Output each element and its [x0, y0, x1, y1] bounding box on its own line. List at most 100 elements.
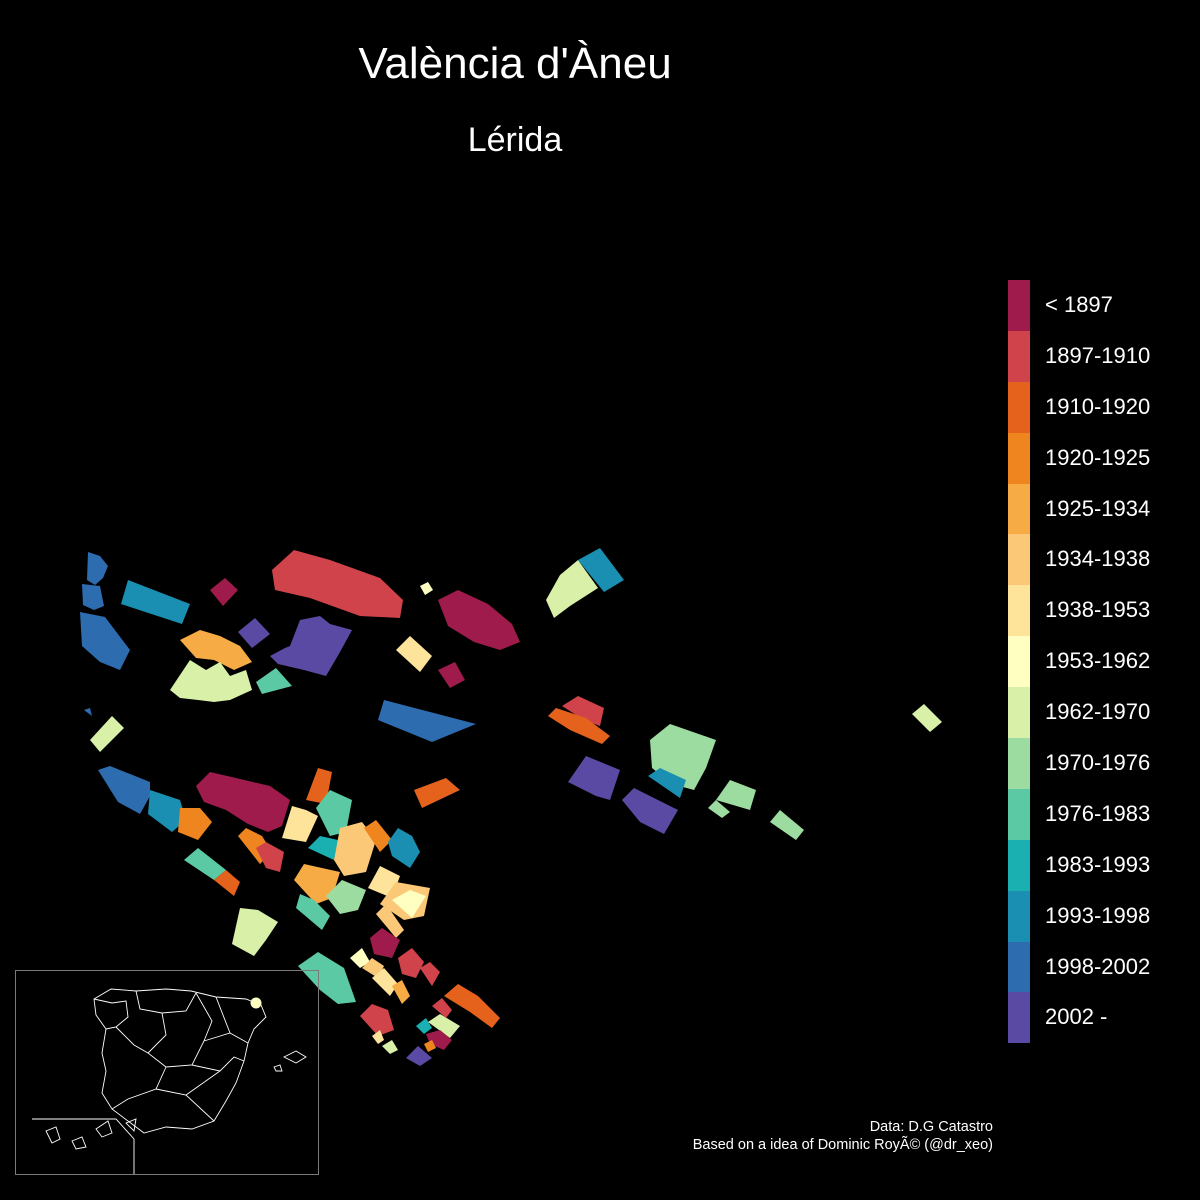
location-marker [250, 997, 262, 1009]
legend-label: 1970-1976 [1045, 750, 1151, 776]
legend-swatch [1008, 839, 1030, 891]
building-footprint [256, 668, 292, 694]
building-footprint [770, 810, 804, 840]
data-source-text: Data: D.G Catastro [869, 1119, 993, 1135]
legend-item: 1920-1925 [1008, 432, 1188, 484]
building-footprint [378, 700, 476, 742]
building-footprint [396, 636, 432, 672]
building-footprint [548, 708, 610, 744]
building-footprint [398, 948, 424, 978]
legend-item: 1976-1983 [1008, 788, 1188, 840]
building-footprint [716, 780, 756, 810]
building-footprint [438, 662, 465, 688]
building-footprint [178, 808, 212, 840]
building-footprint [708, 800, 730, 818]
legend-swatch [1008, 585, 1030, 637]
building-footprint [296, 894, 330, 930]
building-footprint [238, 618, 270, 648]
legend-swatch [1008, 890, 1030, 942]
building-footprint [98, 766, 150, 814]
building-footprint [912, 704, 942, 732]
region-outline [93, 988, 267, 1134]
building-footprint [87, 552, 108, 585]
building-footprint [306, 768, 332, 804]
legend-item: 1910-1920 [1008, 381, 1188, 433]
spain-locator-inset [15, 970, 319, 1175]
building-footprint [370, 928, 400, 958]
region-outline [203, 1032, 249, 1044]
region-outline [32, 1118, 135, 1174]
legend-label: 1934-1938 [1045, 546, 1151, 572]
building-footprint [210, 578, 238, 606]
legend-item: 1970-1976 [1008, 738, 1188, 789]
building-footprint [424, 1040, 436, 1052]
building-footprint [298, 952, 356, 1004]
building-footprint [406, 1046, 432, 1066]
building-footprint [648, 768, 686, 798]
building-footprint [256, 842, 284, 872]
map-subtitle: Lérida [467, 121, 563, 159]
region-outline [125, 1118, 137, 1132]
region-outline [111, 1066, 167, 1110]
region-outline [282, 1050, 307, 1064]
building-footprint [184, 848, 226, 880]
attribution-text: Based on a idea of Dominic RoyÃ© (@dr_xe… [692, 1137, 993, 1153]
credits: Data: D.G Catastro Based on a idea of Do… [693, 1118, 993, 1154]
legend-swatch [1008, 738, 1030, 789]
building-footprint [282, 806, 318, 842]
building-footprint [414, 778, 460, 808]
legend-swatch [1008, 432, 1030, 484]
building-footprint [121, 580, 190, 624]
legend-label: 1925-1934 [1045, 495, 1151, 521]
building-footprint [350, 948, 370, 968]
building-footprint [316, 790, 352, 836]
building-footprint [372, 968, 398, 996]
building-footprint [148, 790, 186, 832]
legend: < 1897 1897-1910 1910-1920 1920-1925 1925-19… [1008, 280, 1188, 1044]
legend-label: 1998-2002 [1045, 953, 1151, 979]
building-footprint [444, 984, 500, 1028]
legend-swatch [1008, 280, 1030, 331]
building-footprint [438, 590, 520, 650]
building-footprint [432, 998, 452, 1018]
building-footprint [428, 1014, 460, 1038]
building-footprint [214, 870, 240, 896]
building-footprint [232, 908, 278, 956]
building-footprint [372, 1030, 384, 1044]
building-footprint [562, 696, 604, 726]
building-footprint [326, 880, 366, 914]
legend-label: 1897-1910 [1045, 342, 1151, 368]
legend-swatch [1008, 636, 1030, 688]
building-footprint [382, 1040, 398, 1054]
map-title: València d'Àneu [358, 39, 672, 88]
legend-label: 1910-1920 [1045, 393, 1151, 419]
building-footprint [568, 756, 620, 800]
legend-label: 1993-1998 [1045, 902, 1151, 928]
region-outline [191, 1056, 245, 1072]
building-footprint [578, 548, 624, 592]
building-footprint [272, 550, 403, 618]
region-outline [185, 1070, 221, 1096]
legend-swatch [1008, 330, 1030, 382]
legend-label: 1976-1983 [1045, 800, 1151, 826]
region-outline [215, 996, 231, 1034]
building-footprint [364, 820, 392, 852]
spain-outline-map [32, 988, 307, 1174]
building-footprint [420, 582, 433, 595]
building-footprint [180, 630, 252, 670]
building-footprint [392, 890, 426, 918]
legend-label: < 1897 [1045, 292, 1113, 317]
legend-item: 2002 - [1008, 992, 1188, 1044]
building-map [80, 548, 942, 1066]
legend-swatch [1008, 534, 1030, 586]
legend-item: 1962-1970 [1008, 687, 1188, 739]
region-outline [273, 1064, 283, 1072]
legend-item: 1953-1962 [1008, 636, 1188, 688]
building-footprint [196, 772, 290, 832]
building-footprint [388, 828, 420, 868]
region-outline [115, 1026, 149, 1054]
region-outline [135, 990, 197, 1014]
building-footprint [420, 962, 440, 986]
legend-item: 1993-1998 [1008, 890, 1188, 942]
legend-item: < 1897 [1008, 280, 1188, 331]
